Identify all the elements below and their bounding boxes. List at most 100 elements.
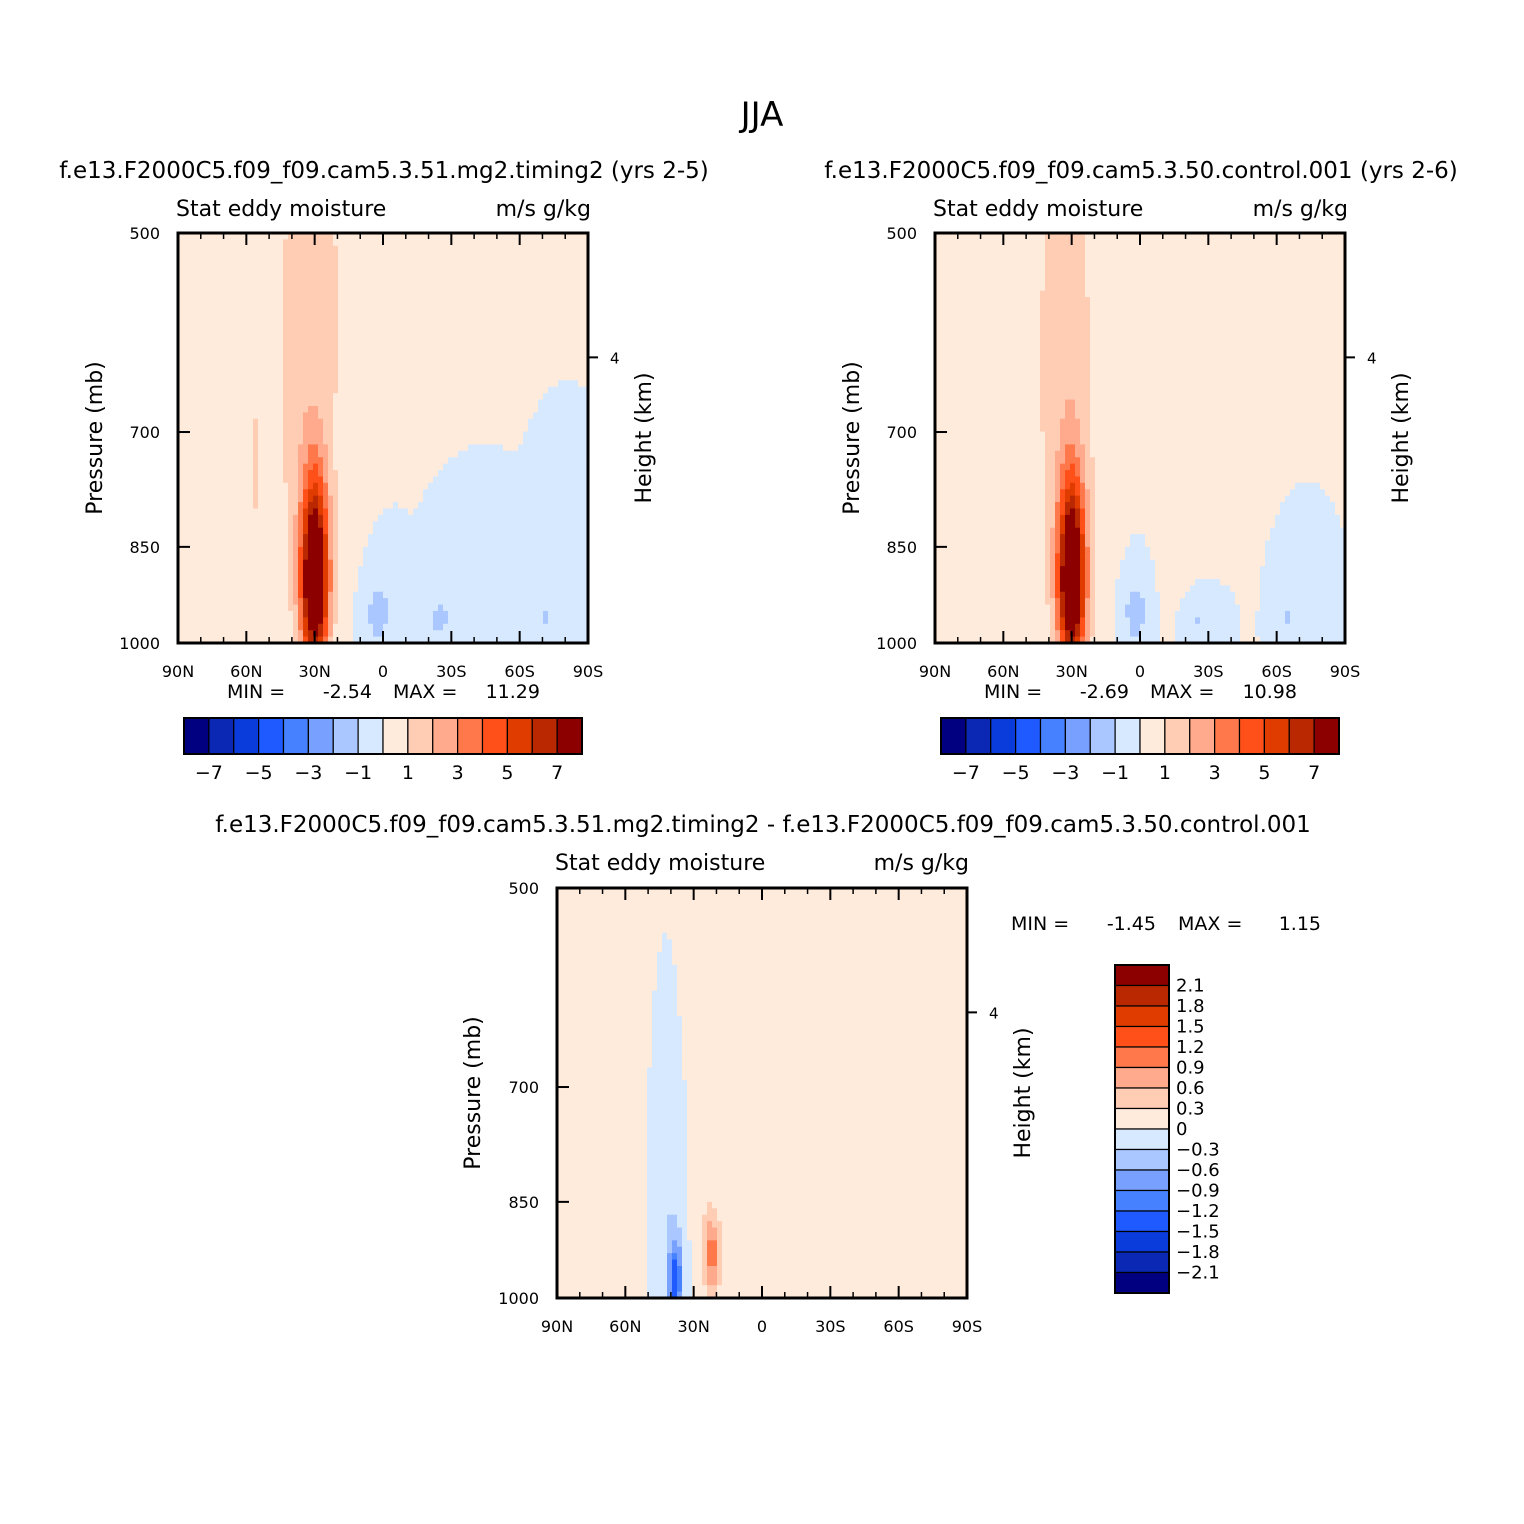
contour-cell: [178, 316, 184, 324]
contour-cell: [578, 284, 584, 292]
contour-cell: [573, 604, 579, 612]
contour-cell: [553, 482, 559, 490]
contour-cell: [203, 546, 209, 554]
contour-cell: [303, 380, 309, 388]
contour-cell: [183, 540, 189, 548]
contour-cell: [193, 297, 199, 305]
contour-cell: [473, 348, 479, 356]
contour-cell: [203, 604, 209, 612]
contour-cell: [483, 617, 489, 625]
contour-cell: [223, 495, 229, 503]
contour-cell: [448, 341, 454, 349]
contour-cell: [363, 316, 369, 324]
contour-cell: [328, 341, 334, 349]
contour-cell: [468, 617, 474, 625]
contour-cell: [183, 393, 189, 401]
contour-cell: [473, 566, 479, 574]
contour-cell: [418, 521, 424, 529]
contour-cell: [518, 380, 524, 388]
contour-cell: [248, 316, 254, 324]
contour-cell: [383, 585, 389, 593]
contour-cell: [468, 431, 474, 439]
contour-cell: [393, 297, 399, 305]
contour-cell: [328, 572, 334, 580]
contour-cell: [558, 380, 564, 388]
contour-cell: [543, 393, 549, 401]
contour-cell: [183, 450, 189, 458]
contour-cell: [358, 508, 364, 516]
contour-cell: [473, 521, 479, 529]
contour-cell: [523, 284, 529, 292]
contour-cell: [323, 277, 329, 285]
contour-cell: [533, 553, 539, 561]
contour-cell: [178, 457, 184, 465]
contour-cell: [353, 502, 359, 510]
contour-cell: [208, 502, 214, 510]
contour-cell: [583, 373, 589, 381]
contour-cell: [348, 463, 354, 471]
contour-cell: [523, 450, 529, 458]
contour-cell: [478, 233, 484, 241]
contour-cell: [418, 341, 424, 349]
contour-cell: [243, 527, 249, 535]
contour-cell: [383, 233, 389, 241]
contour-cell: [278, 399, 284, 407]
contour-cell: [458, 425, 464, 433]
contour-cell: [338, 546, 344, 554]
contour-cell: [478, 284, 484, 292]
contour-cell: [213, 303, 219, 311]
contour-cell: [198, 348, 204, 356]
contour-cell: [273, 399, 279, 407]
contour-cell: [268, 405, 274, 413]
contour-cell: [393, 476, 399, 484]
contour-cell: [308, 412, 314, 420]
contour-cell: [398, 431, 404, 439]
contour-cell: [198, 297, 204, 305]
contour-cell: [318, 341, 324, 349]
contour-cell: [233, 450, 239, 458]
contour-cell: [498, 386, 504, 394]
contour-cell: [478, 297, 484, 305]
contour-cell: [438, 457, 444, 465]
contour-cell: [243, 393, 249, 401]
contour-cell: [488, 335, 494, 343]
contour-cell: [398, 265, 404, 273]
contour-cell: [363, 553, 369, 561]
contour-cell: [468, 521, 474, 529]
contour-cell: [548, 585, 554, 593]
contour-cell: [568, 265, 574, 273]
contour-cell: [313, 527, 319, 535]
contour-cell: [313, 367, 319, 375]
contour-cell: [383, 495, 389, 503]
contour-cell: [348, 373, 354, 381]
contour-cell: [218, 290, 224, 298]
contour-cell: [183, 316, 189, 324]
contour-cell: [318, 252, 324, 260]
contour-cell: [508, 540, 514, 548]
contour-cell: [378, 546, 384, 554]
contour-cell: [488, 303, 494, 311]
contour-cell: [483, 277, 489, 285]
contour-cell: [363, 585, 369, 593]
contour-cell: [533, 348, 539, 356]
contour-cell: [288, 393, 294, 401]
contour-cell: [398, 457, 404, 465]
contour-cell: [328, 329, 334, 337]
contour-cell: [383, 463, 389, 471]
contour-cell: [433, 495, 439, 503]
contour-cell: [213, 534, 219, 542]
contour-cell: [213, 361, 219, 369]
contour-cell: [303, 444, 309, 452]
contour-cell: [363, 386, 369, 394]
contour-cell: [453, 482, 459, 490]
contour-cell: [343, 598, 349, 606]
contour-cell: [378, 604, 384, 612]
contour-cell: [263, 534, 269, 542]
contour-cell: [233, 617, 239, 625]
contour-cell: [188, 450, 194, 458]
contour-cell: [278, 277, 284, 285]
contour-cell: [313, 252, 319, 260]
contour-cell: [473, 514, 479, 522]
contour-cell: [573, 290, 579, 298]
contour-cell: [288, 450, 294, 458]
